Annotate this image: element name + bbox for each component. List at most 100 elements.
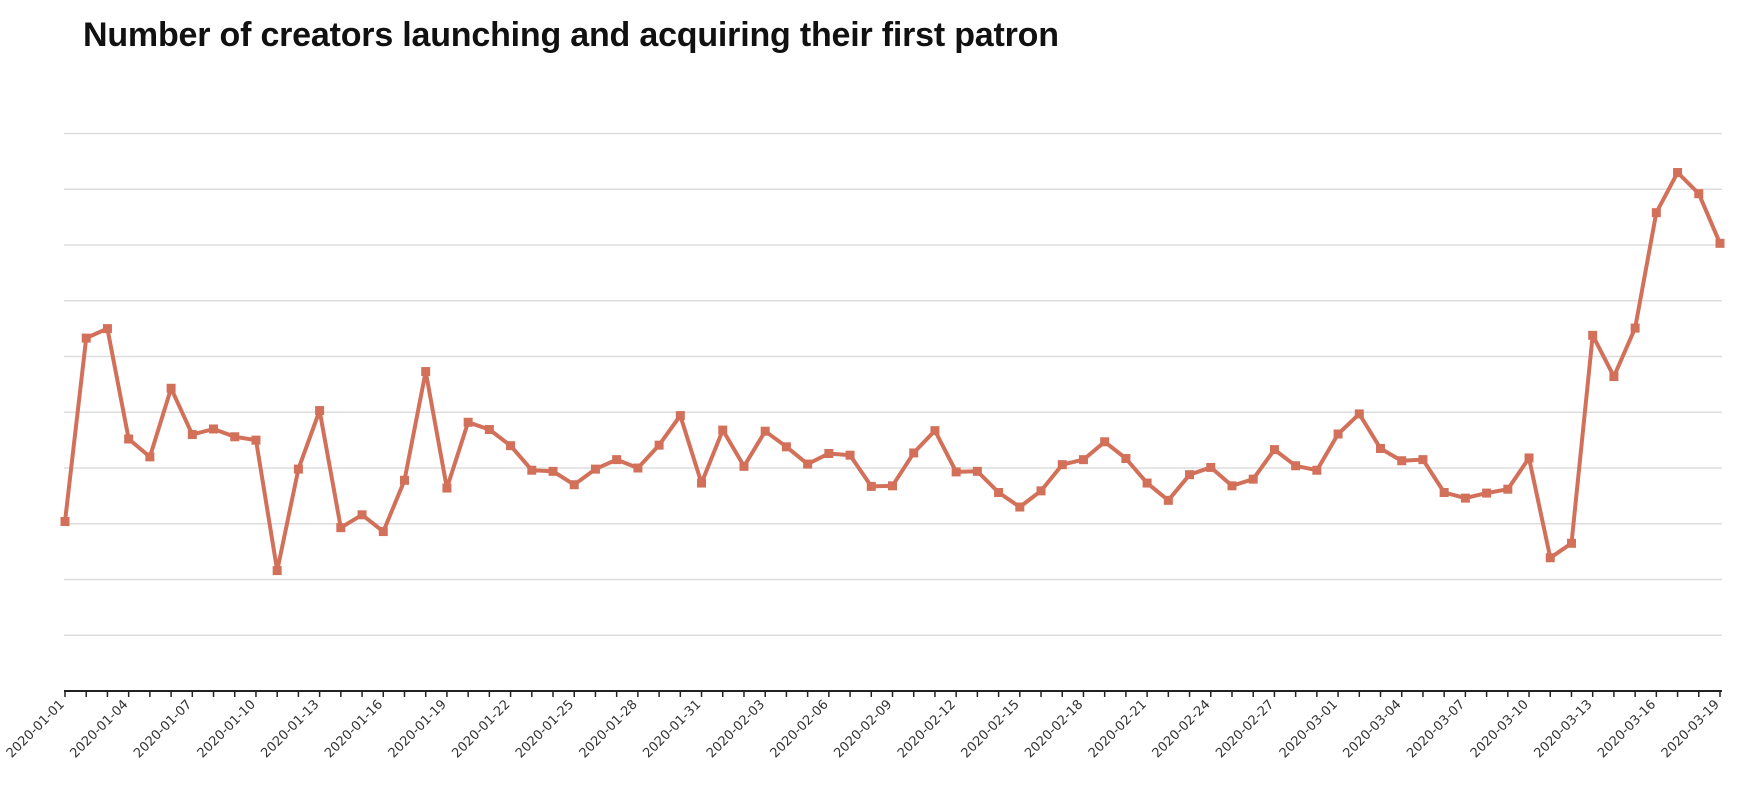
series-layer — [60, 168, 1725, 576]
x-tick-label: 2020-02-21 — [1086, 697, 1150, 761]
data-point — [994, 488, 1004, 498]
x-tick-label: 2020-03-01 — [1277, 697, 1341, 761]
data-point — [760, 426, 770, 436]
data-point — [1100, 437, 1110, 447]
data-point — [230, 432, 240, 442]
data-point — [1566, 538, 1576, 548]
x-tick-label: 2020-02-18 — [1022, 697, 1086, 761]
x-axis: 2020-01-01 2020-01-04 2020-01-07 2020-01-10… — [4, 690, 1723, 761]
x-tick-label: 2020-02-03 — [704, 697, 768, 761]
data-point — [1397, 456, 1407, 466]
data-point — [272, 566, 282, 576]
data-point — [166, 383, 176, 393]
data-point — [1206, 462, 1216, 472]
data-point — [1057, 460, 1067, 470]
x-tick-label: 2020-01-04 — [67, 697, 131, 761]
x-tick-label: 2020-01-28 — [577, 697, 641, 761]
data-point — [1545, 553, 1555, 563]
x-tick-label: 2020-01-31 — [640, 697, 704, 761]
data-point — [675, 411, 685, 421]
data-point — [888, 481, 897, 491]
data-point — [81, 333, 91, 343]
x-tick-label: 2020-01-19 — [386, 697, 450, 761]
data-point — [1078, 455, 1088, 465]
data-point — [251, 435, 261, 445]
x-tick-label: 2020-02-09 — [831, 697, 895, 761]
x-tick-label: 2020-03-07 — [1404, 697, 1468, 761]
data-point — [124, 434, 134, 444]
data-point — [1609, 372, 1619, 382]
data-point — [781, 442, 791, 452]
data-point — [548, 466, 558, 476]
chart-title: Number of creators launching and acquiri… — [83, 16, 1059, 54]
data-point — [484, 425, 494, 435]
x-tick-label: 2020-02-24 — [1150, 697, 1214, 761]
data-point — [336, 523, 346, 533]
x-tick-label: 2020-02-12 — [895, 697, 959, 761]
x-tick-label: 2020-01-10 — [195, 697, 259, 761]
data-point — [697, 478, 707, 488]
data-point — [1248, 474, 1258, 484]
data-point — [612, 455, 622, 465]
data-point — [442, 483, 452, 493]
x-tick-label: 2020-01-01 — [4, 697, 68, 761]
data-point — [1694, 189, 1704, 199]
data-point — [60, 517, 70, 527]
data-point — [1269, 445, 1279, 455]
data-point — [145, 452, 155, 462]
data-point — [1673, 168, 1683, 178]
data-point — [463, 417, 473, 427]
data-point — [527, 465, 537, 475]
x-tick-label: 2020-03-10 — [1468, 697, 1532, 761]
data-point — [378, 527, 388, 537]
data-point — [209, 424, 219, 434]
x-tick-label: 2020-01-07 — [131, 697, 195, 761]
data-point — [399, 475, 409, 485]
x-tick-label: 2020-02-06 — [768, 697, 832, 761]
x-tick-label: 2020-01-13 — [258, 697, 322, 761]
series-line — [63, 170, 1722, 573]
x-tick-label: 2020-03-19 — [1659, 697, 1723, 761]
data-point — [739, 461, 749, 471]
data-point — [1185, 470, 1195, 480]
data-point — [569, 480, 579, 490]
x-tick-label: 2020-03-13 — [1531, 697, 1595, 761]
data-point — [1588, 330, 1598, 340]
data-point — [1503, 484, 1513, 494]
x-tick-label: 2020-03-16 — [1595, 697, 1659, 761]
data-point — [951, 467, 961, 477]
data-point — [972, 466, 982, 476]
data-point — [1482, 488, 1492, 498]
data-point — [1333, 429, 1343, 439]
data-point — [1715, 238, 1725, 248]
data-point — [1630, 323, 1640, 333]
data-point — [1227, 481, 1237, 491]
data-point — [845, 450, 855, 460]
data-point — [293, 464, 303, 474]
data-point — [1312, 465, 1322, 475]
x-tick-label: 2020-01-25 — [513, 697, 577, 761]
data-point — [1036, 486, 1046, 496]
data-point — [315, 406, 325, 416]
x-tick-label: 2020-02-15 — [959, 697, 1023, 761]
x-tick-label: 2020-01-22 — [449, 697, 513, 761]
data-point — [718, 425, 728, 435]
data-point — [1291, 461, 1301, 471]
data-point — [1376, 443, 1386, 453]
data-point — [590, 464, 600, 474]
data-point — [1163, 495, 1173, 505]
data-point — [1354, 409, 1364, 419]
data-point — [654, 440, 664, 450]
data-point — [909, 448, 919, 458]
data-point — [930, 426, 940, 436]
data-point — [1121, 454, 1131, 464]
data-point — [1418, 455, 1428, 465]
data-point — [357, 510, 367, 520]
data-point — [1524, 453, 1534, 463]
data-point — [1460, 493, 1470, 503]
data-point — [1015, 502, 1025, 512]
x-tick-label: 2020-03-04 — [1341, 697, 1405, 761]
x-tick-label: 2020-02-27 — [1213, 697, 1277, 761]
data-point — [1651, 208, 1661, 218]
